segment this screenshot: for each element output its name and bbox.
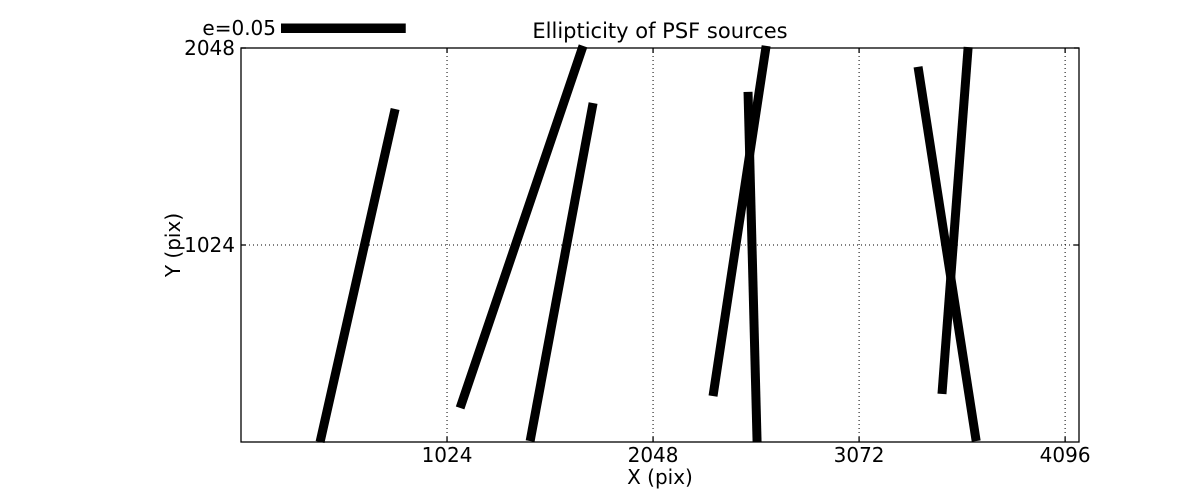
ellipticity-segment: [315, 107, 400, 443]
chart-title: Ellipticity of PSF sources: [532, 19, 787, 43]
legend-scale-bar: [281, 23, 406, 33]
x-tick-label: 3072: [834, 443, 885, 467]
x-tick-label: 2048: [628, 443, 679, 467]
ellipticity-segment: [455, 44, 588, 410]
y-tick-label: 2048: [184, 36, 235, 60]
ellipticity-segment: [913, 66, 981, 442]
ellipticity-segment: [937, 46, 973, 395]
legend-label: e=0.05: [202, 16, 276, 40]
x-tick-label: 1024: [422, 443, 473, 467]
ellipticity-segment: [525, 102, 598, 442]
ellipticity-segment: [708, 45, 771, 397]
y-tick-label: 1024: [184, 233, 235, 257]
y-axis-label: Y (pix): [161, 213, 185, 278]
x-axis-label: X (pix): [627, 465, 693, 489]
x-tick-label: 4096: [1040, 443, 1091, 467]
